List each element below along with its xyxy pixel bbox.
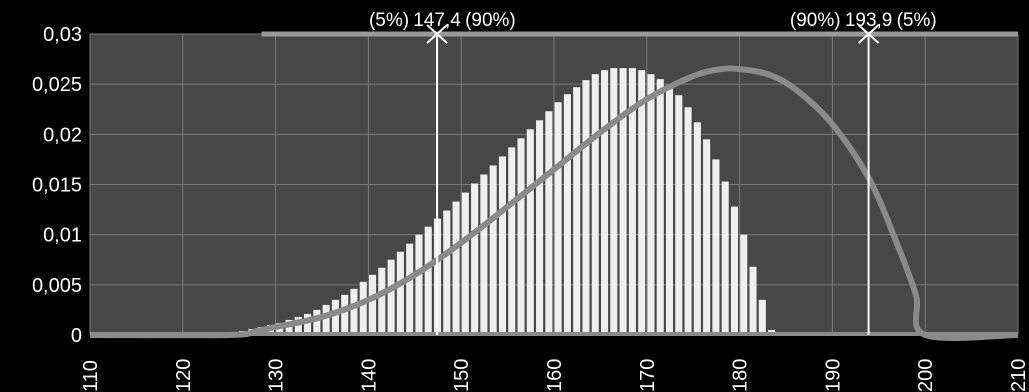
histogram-bar [684, 107, 692, 335]
histogram-bar [452, 201, 460, 335]
histogram-bar [359, 281, 367, 335]
histogram-bar [563, 94, 571, 335]
percentile-markers [426, 24, 880, 335]
x-tick-label: 140 [358, 359, 380, 392]
x-tick-label: 150 [451, 359, 473, 392]
histogram-bar [406, 243, 414, 335]
marker-x-icon [426, 24, 448, 44]
histogram-bar [647, 74, 655, 335]
histogram-bar [526, 129, 534, 335]
x-axis-ticks: 110 120 130 140 150 160 170 180 190 200 210 [80, 359, 1029, 392]
marker-right-percent: (5%) [897, 10, 937, 31]
histogram-bar [415, 234, 423, 335]
histogram-bar [749, 266, 757, 335]
y-axis-ticks: 0 0,005 0,01 0,015 0,02 0,025 0,03 [32, 24, 82, 347]
histogram-bar [498, 156, 506, 335]
y-tick-label: 0,01 [43, 225, 82, 247]
histogram-bar [582, 80, 590, 335]
marker-left-percent: (90%) [790, 10, 841, 31]
marker-left-percent: (5%) [369, 10, 409, 31]
histogram-bar [387, 259, 395, 335]
marker-right-percent: (90%) [465, 10, 516, 31]
y-tick-label: 0,02 [43, 124, 82, 146]
histogram-bar [554, 102, 562, 335]
histogram-bar [693, 122, 701, 335]
histogram-bar [665, 86, 674, 335]
histogram-bar [369, 274, 377, 335]
histogram-bar [721, 181, 729, 335]
x-tick-label: 200 [915, 359, 937, 392]
x-tick-label: 110 [80, 360, 102, 392]
y-tick-label: 0,015 [32, 175, 82, 197]
x-tick-label: 190 [822, 359, 844, 392]
fit-curve [89, 65, 1019, 341]
histogram-bar [322, 304, 330, 335]
histogram-bar [294, 316, 302, 335]
histogram-bar [341, 294, 349, 335]
histogram-bar [758, 299, 766, 335]
marker-value-label: 147,4 [413, 10, 461, 31]
histogram-bar [471, 183, 479, 335]
y-tick-label: 0,03 [43, 24, 82, 46]
histogram-bar [740, 234, 748, 335]
histogram-bar [331, 299, 339, 335]
marker-value-label: 193,9 [845, 10, 893, 31]
histogram-bar [601, 70, 609, 336]
histogram-bar [638, 70, 646, 336]
histogram-bar [508, 147, 516, 335]
histogram-bar [730, 206, 738, 335]
x-tick-label: 180 [730, 359, 752, 392]
histogram-bar [304, 313, 312, 335]
histogram-bar [378, 267, 386, 335]
histogram-bar [424, 226, 432, 335]
y-tick-label: 0 [71, 325, 82, 347]
x-tick-label: 170 [637, 359, 659, 392]
histogram-bar [675, 95, 683, 335]
histogram-bar [545, 111, 553, 335]
histogram-bar [285, 319, 293, 335]
histogram-bar [573, 87, 581, 335]
x-tick-label: 120 [173, 359, 195, 392]
histogram-bar [619, 68, 627, 335]
histogram-bar [350, 288, 358, 335]
histogram-bar [517, 138, 525, 335]
x-tick-label: 210 [1008, 359, 1029, 392]
y-tick-label: 0,025 [32, 74, 82, 96]
marker-x-icon [857, 24, 880, 44]
histogram-bar [712, 159, 720, 335]
histogram-bar [536, 120, 544, 335]
y-tick-label: 0,005 [32, 275, 82, 297]
histogram-bar [628, 68, 636, 335]
histogram-bar [610, 68, 618, 335]
histogram-bar [313, 309, 321, 335]
x-tick-label: 160 [544, 359, 566, 392]
histogram-bar [703, 139, 711, 335]
histogram-bar [656, 79, 664, 336]
histogram-bar [480, 174, 488, 335]
histogram-bars [90, 68, 1018, 336]
percentile-labels: (5%) 147,4 (90%) (90%) 193,9 (5%) [369, 10, 937, 31]
x-tick-label: 130 [266, 359, 288, 392]
histogram-bar [396, 251, 404, 335]
histogram-bar [461, 192, 469, 335]
histogram-bar [489, 165, 497, 335]
histogram-bar [443, 210, 451, 335]
histogram-bar [591, 74, 599, 335]
